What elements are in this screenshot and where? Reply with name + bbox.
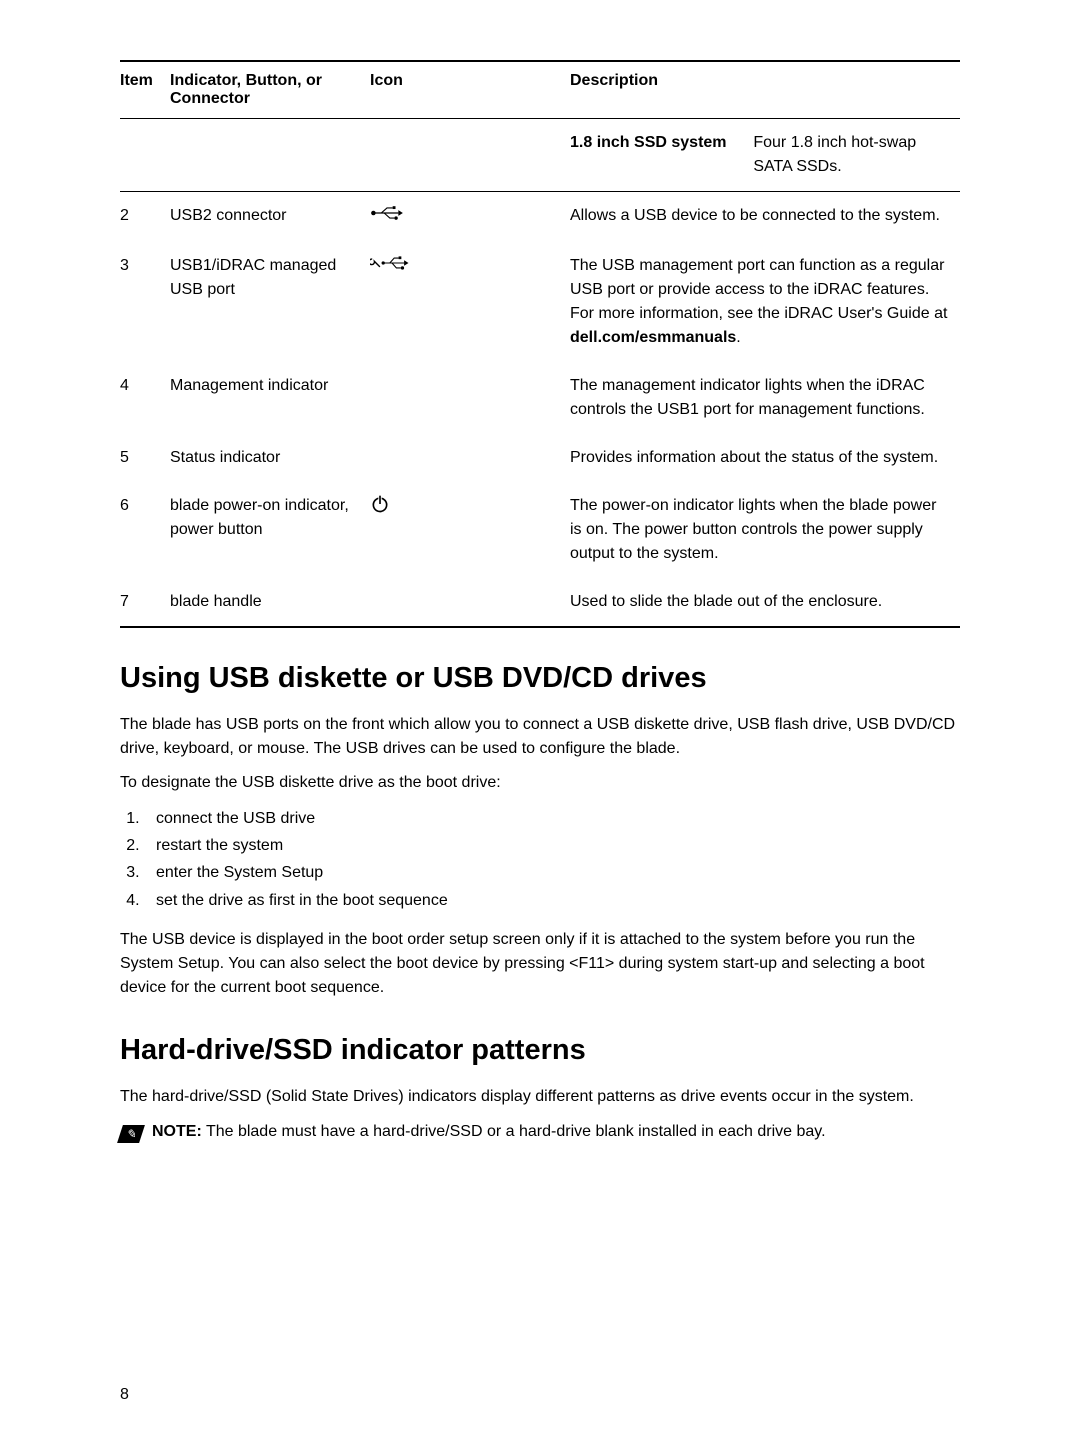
table-row: 3 USB1/iDRAC managed USB port xyxy=(120,242,960,362)
usb-wrench-icon xyxy=(370,254,414,272)
cell-item: 6 xyxy=(120,482,170,578)
list-item: enter the System Setup xyxy=(144,859,960,886)
section1-title: Using USB diskette or USB DVD/CD drives xyxy=(120,662,960,695)
note-label: NOTE: xyxy=(152,1123,202,1140)
cell-icon xyxy=(370,192,570,243)
th-item: Item xyxy=(120,61,170,119)
desc-post: . xyxy=(736,329,740,346)
note: ✎ NOTE: The blade must have a hard-drive… xyxy=(120,1123,960,1143)
cell-desc: Provides information about the status of… xyxy=(570,434,960,482)
cell-indicator: blade power-on indicator, power button xyxy=(170,482,370,578)
cell-indicator: Management indicator xyxy=(170,362,370,434)
list-item: restart the system xyxy=(144,832,960,859)
cell-desc: The power-on indicator lights when the b… xyxy=(570,482,960,578)
cell-desc: The USB management port can function as … xyxy=(570,242,960,362)
th-indicator: Indicator, Button, or Connector xyxy=(170,61,370,119)
section1-p1: The blade has USB ports on the front whi… xyxy=(120,713,960,761)
cell-indicator: USB1/iDRAC managed USB port xyxy=(170,242,370,362)
desc-bold: dell.com/esmmanuals xyxy=(570,329,736,346)
cell-item: 7 xyxy=(120,578,170,627)
cell-indicator: Status indicator xyxy=(170,434,370,482)
table-row: 4 Management indicator The management in… xyxy=(120,362,960,434)
cell-desc: The management indicator lights when the… xyxy=(570,362,960,434)
usb-icon xyxy=(370,204,404,222)
cell-indicator: blade handle xyxy=(170,578,370,627)
note-icon: ✎ xyxy=(117,1125,145,1143)
ssd-desc: Four 1.8 inch hot-swap SATA SSDs. xyxy=(753,131,952,179)
section1-p3: The USB device is displayed in the boot … xyxy=(120,928,960,1000)
th-icon: Icon xyxy=(370,61,570,119)
desc-pre: The USB management port can function as … xyxy=(570,257,947,322)
power-icon xyxy=(370,494,390,514)
cell-item: 4 xyxy=(120,362,170,434)
cell-item: 5 xyxy=(120,434,170,482)
table-row: 2 USB2 connector Allows a USB device to … xyxy=(120,192,960,243)
section1-p2: To designate the USB diskette drive as t… xyxy=(120,771,960,795)
page-number: 8 xyxy=(120,1386,129,1404)
list-item: set the drive as first in the boot seque… xyxy=(144,887,960,914)
table-row: 6 blade power-on indicator, power button… xyxy=(120,482,960,578)
cell-item: 3 xyxy=(120,242,170,362)
th-description: Description xyxy=(570,61,960,119)
section1-steps: connect the USB drive restart the system… xyxy=(120,805,960,914)
table-row: 5 Status indicator Provides information … xyxy=(120,434,960,482)
cell-desc: Allows a USB device to be connected to t… xyxy=(570,192,960,243)
section2-p1: The hard-drive/SSD (Solid State Drives) … xyxy=(120,1085,960,1109)
cell-indicator: USB2 connector xyxy=(170,192,370,243)
ssd-label: 1.8 inch SSD system xyxy=(570,131,753,179)
spec-table: Item Indicator, Button, or Connector Ico… xyxy=(120,60,960,628)
section2-title: Hard-drive/SSD indicator patterns xyxy=(120,1034,960,1067)
cell-icon xyxy=(370,482,570,578)
note-text: The blade must have a hard-drive/SSD or … xyxy=(202,1123,826,1140)
table-row: 1.8 inch SSD system Four 1.8 inch hot-sw… xyxy=(120,119,960,192)
cell-icon xyxy=(370,242,570,362)
table-row: 7 blade handle Used to slide the blade o… xyxy=(120,578,960,627)
cell-desc: Used to slide the blade out of the enclo… xyxy=(570,578,960,627)
cell-item: 2 xyxy=(120,192,170,243)
list-item: connect the USB drive xyxy=(144,805,960,832)
